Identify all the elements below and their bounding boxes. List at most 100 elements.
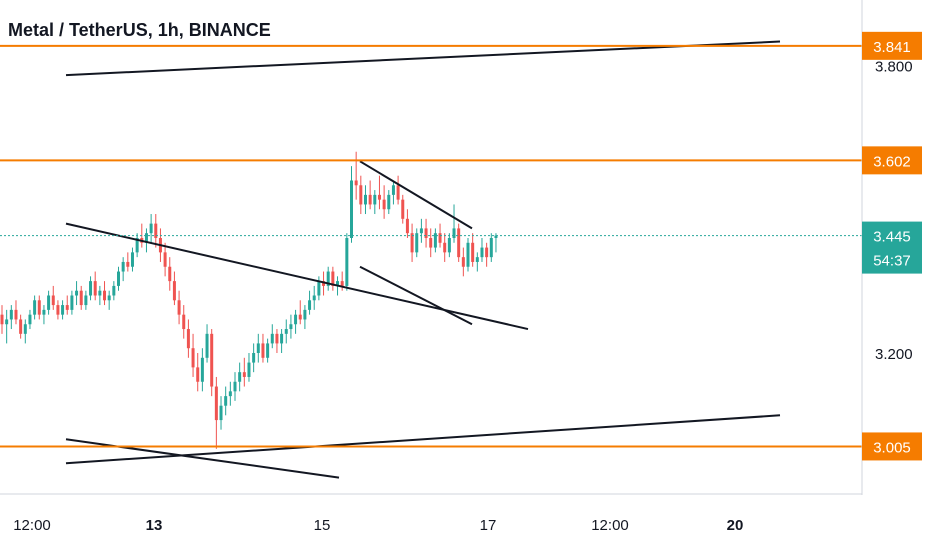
candle-body [312,295,316,301]
candle [37,295,41,320]
price-tags-layer: 3.841 3.602 3.005 3.445 54:37 [862,31,922,461]
candle [79,285,83,310]
candle-body [186,329,190,349]
last-price-tag [862,221,922,274]
candle-body [261,343,265,358]
candle-body [14,309,18,320]
candle [233,372,237,401]
time-axis[interactable]: 12:00 13 15 17 12:00 20 [13,517,743,534]
trendline [65,438,340,479]
candle [261,333,265,363]
candle-body [247,362,251,377]
candle-body [172,281,176,301]
candle [200,348,204,392]
candle-body [233,381,237,392]
candle-body [0,314,4,325]
trendline [359,160,473,230]
candle [5,309,9,344]
candle [182,305,186,339]
candle-body [163,252,167,267]
candle-body [457,228,461,258]
candle [154,214,158,248]
horizontal-levels-layer [0,44,862,448]
candle [117,266,120,291]
candle [163,242,167,277]
candle-body [242,372,246,377]
candle [186,319,190,358]
candle [298,300,302,325]
candle-body [377,194,381,200]
trendline [65,414,781,465]
candle-body [37,300,41,315]
candle [191,333,195,377]
candle-body [410,233,414,253]
candle [368,180,372,210]
candle [219,396,223,430]
candle [322,271,326,296]
candle-body [93,281,97,296]
candle [196,353,200,392]
candle-body [424,228,428,238]
candle-body [154,223,158,238]
candle [312,285,316,310]
candle-body [452,228,456,238]
candle [84,290,88,310]
candle [391,180,395,205]
price-axis[interactable]: 3.800 3.200 [875,58,913,363]
candle-body [317,281,321,296]
candle-body [98,290,102,296]
candle [345,233,349,291]
candle [121,257,125,282]
candle-body [103,290,107,301]
candle [247,353,251,382]
candle-body [396,185,400,200]
candle-body [84,295,88,306]
candle [485,242,489,267]
candle-body [494,235,498,238]
trendline [65,40,781,77]
candle-body [419,228,423,234]
candle [377,175,381,210]
candle [130,247,134,272]
candle-body [228,391,232,397]
candle-body [135,237,139,253]
candle [326,266,330,291]
candle [19,314,23,339]
y-tick-label: 3.200 [875,346,913,363]
candle [61,300,65,320]
candle [415,228,419,258]
candle [70,290,74,315]
candle-body [336,281,340,286]
candle-body [331,271,335,286]
level-price-tag-label: 3.841 [873,39,911,56]
candle [373,190,377,215]
x-tick-label: 17 [480,517,497,534]
candle-body [130,252,134,267]
candle-body [289,324,293,330]
candle-body [61,305,65,315]
candle [75,281,79,306]
x-tick-label: 15 [314,517,331,534]
candle [228,381,232,406]
candle-body [429,237,433,248]
candle [354,151,358,200]
last-price-label: 3.445 [873,229,911,246]
candle-body [112,285,116,296]
candle-body [303,309,307,320]
candle-body [42,309,46,315]
candle-body [219,405,223,421]
candle [275,329,279,353]
candle [429,228,433,258]
candle [33,295,37,320]
candle [214,376,218,449]
candle-body [144,233,148,243]
candle-body [51,295,55,306]
candle [224,386,228,416]
candle-body [121,261,125,272]
candle-body [256,343,260,353]
level-price-tag [862,146,922,175]
candle-body [489,237,493,258]
candle-body [354,180,358,186]
candle [387,190,391,215]
